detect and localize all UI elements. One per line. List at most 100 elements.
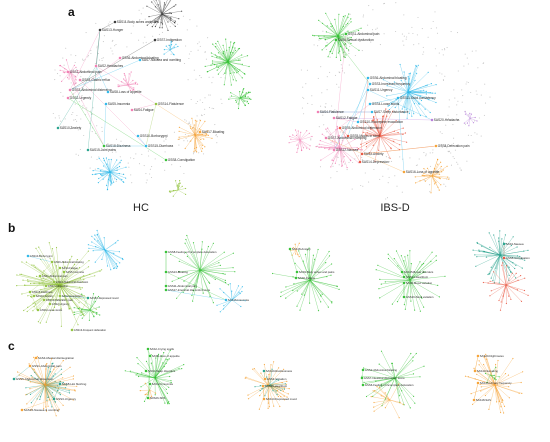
edge-cluster-purple bbox=[463, 111, 478, 127]
edge bbox=[377, 119, 381, 137]
edge bbox=[498, 237, 501, 256]
leaf-node bbox=[79, 306, 81, 309]
hub-node-marker bbox=[52, 280, 56, 284]
peripheral-node bbox=[301, 107, 303, 109]
leaf-node bbox=[20, 378, 22, 380]
leaf-node bbox=[264, 395, 266, 397]
edge bbox=[505, 284, 522, 302]
peripheral-node bbox=[395, 30, 397, 33]
leaf-node bbox=[94, 261, 96, 263]
leaf-node bbox=[169, 191, 172, 193]
leaf-node bbox=[420, 90, 422, 92]
leaf-node bbox=[157, 353, 160, 355]
peripheral-node bbox=[187, 123, 189, 125]
edge bbox=[309, 279, 332, 302]
leaf-node bbox=[472, 403, 474, 405]
leaf-node bbox=[25, 387, 27, 389]
edge bbox=[44, 363, 53, 386]
leaf-node bbox=[235, 101, 237, 103]
peripheral-node bbox=[111, 40, 113, 42]
leaf-node bbox=[482, 281, 484, 284]
peripheral-node bbox=[361, 50, 363, 52]
edge bbox=[464, 117, 471, 124]
leaf-node bbox=[214, 54, 216, 56]
leaf-node bbox=[114, 267, 116, 269]
edge bbox=[154, 363, 167, 379]
leaf-node bbox=[342, 15, 344, 18]
hub-node: SAS19-Sweating bbox=[473, 369, 498, 373]
edge bbox=[431, 175, 448, 178]
leaf-node bbox=[415, 352, 417, 355]
edge bbox=[154, 368, 182, 379]
peripheral-node bbox=[462, 95, 464, 97]
hub-node-label: SAS15-Joint pains bbox=[90, 148, 117, 152]
leaf-node bbox=[71, 255, 73, 257]
hub-node-label: SAS2-Headaches bbox=[62, 294, 83, 298]
edge bbox=[37, 356, 46, 386]
leaf-node bbox=[222, 44, 224, 47]
leaf-node bbox=[419, 261, 421, 263]
leaf-node bbox=[36, 355, 38, 358]
peripheral-node bbox=[143, 165, 145, 167]
leaf-node bbox=[430, 192, 432, 194]
leaf-node bbox=[48, 399, 51, 401]
edge bbox=[59, 284, 70, 309]
leaf-node bbox=[358, 29, 360, 32]
peripheral-node bbox=[313, 44, 315, 46]
peripheral-node bbox=[70, 128, 72, 130]
edge bbox=[394, 377, 414, 397]
hub-node-label: GSS14-Heartburn bbox=[406, 275, 429, 279]
edge bbox=[231, 285, 239, 301]
peripheral-node bbox=[329, 56, 331, 58]
edge bbox=[409, 271, 424, 281]
peripheral-node bbox=[74, 61, 76, 64]
leaf-node bbox=[165, 388, 167, 390]
leaf-node bbox=[174, 22, 176, 24]
peripheral-node bbox=[95, 22, 97, 24]
leaf-node bbox=[113, 252, 115, 254]
leaf-node bbox=[266, 376, 268, 378]
edge bbox=[505, 275, 521, 286]
leaf-node bbox=[395, 120, 397, 122]
hub-node: GSS3-Increased frequency bbox=[368, 82, 411, 86]
peripheral-node bbox=[173, 131, 175, 133]
peripheral-node bbox=[432, 149, 434, 151]
hub-node-marker bbox=[164, 250, 168, 254]
edge bbox=[44, 384, 58, 391]
leaf-node bbox=[478, 360, 480, 362]
leaf-node bbox=[177, 45, 179, 48]
hub-node-label: GSS4-Gastric reflux bbox=[82, 78, 111, 82]
hub-node-label: SAS11-Urgency bbox=[370, 88, 393, 92]
leaf-node bbox=[441, 171, 443, 173]
leaf-node bbox=[30, 375, 32, 377]
edge bbox=[392, 279, 411, 305]
hub-node-marker bbox=[262, 369, 266, 373]
peripheral-node bbox=[114, 45, 116, 47]
hub-node-label: GSS3-Increased frequency bbox=[372, 82, 411, 86]
leaf-node bbox=[160, 22, 162, 24]
edge bbox=[227, 61, 240, 71]
peripheral-node bbox=[112, 39, 114, 41]
leaf-node bbox=[100, 173, 102, 176]
edge bbox=[478, 364, 496, 386]
peripheral-node bbox=[208, 107, 211, 109]
edge bbox=[378, 135, 381, 151]
edge bbox=[127, 71, 132, 86]
edge bbox=[484, 251, 501, 256]
hub-edge bbox=[147, 355, 151, 399]
leaf-node bbox=[292, 134, 294, 136]
leaf-node bbox=[420, 99, 423, 102]
leaf-node bbox=[91, 173, 93, 176]
leaf-node bbox=[74, 263, 76, 266]
peripheral-node bbox=[467, 63, 469, 65]
edge bbox=[298, 130, 301, 141]
leaf-node bbox=[419, 114, 421, 117]
peripheral-node bbox=[348, 64, 350, 66]
peripheral-node bbox=[178, 144, 180, 146]
edge bbox=[106, 157, 111, 173]
hub-node: SAS13-Depressed mood bbox=[262, 397, 297, 401]
peripheral-node bbox=[483, 62, 485, 64]
edge bbox=[169, 44, 177, 51]
peripheral-node bbox=[119, 156, 121, 158]
